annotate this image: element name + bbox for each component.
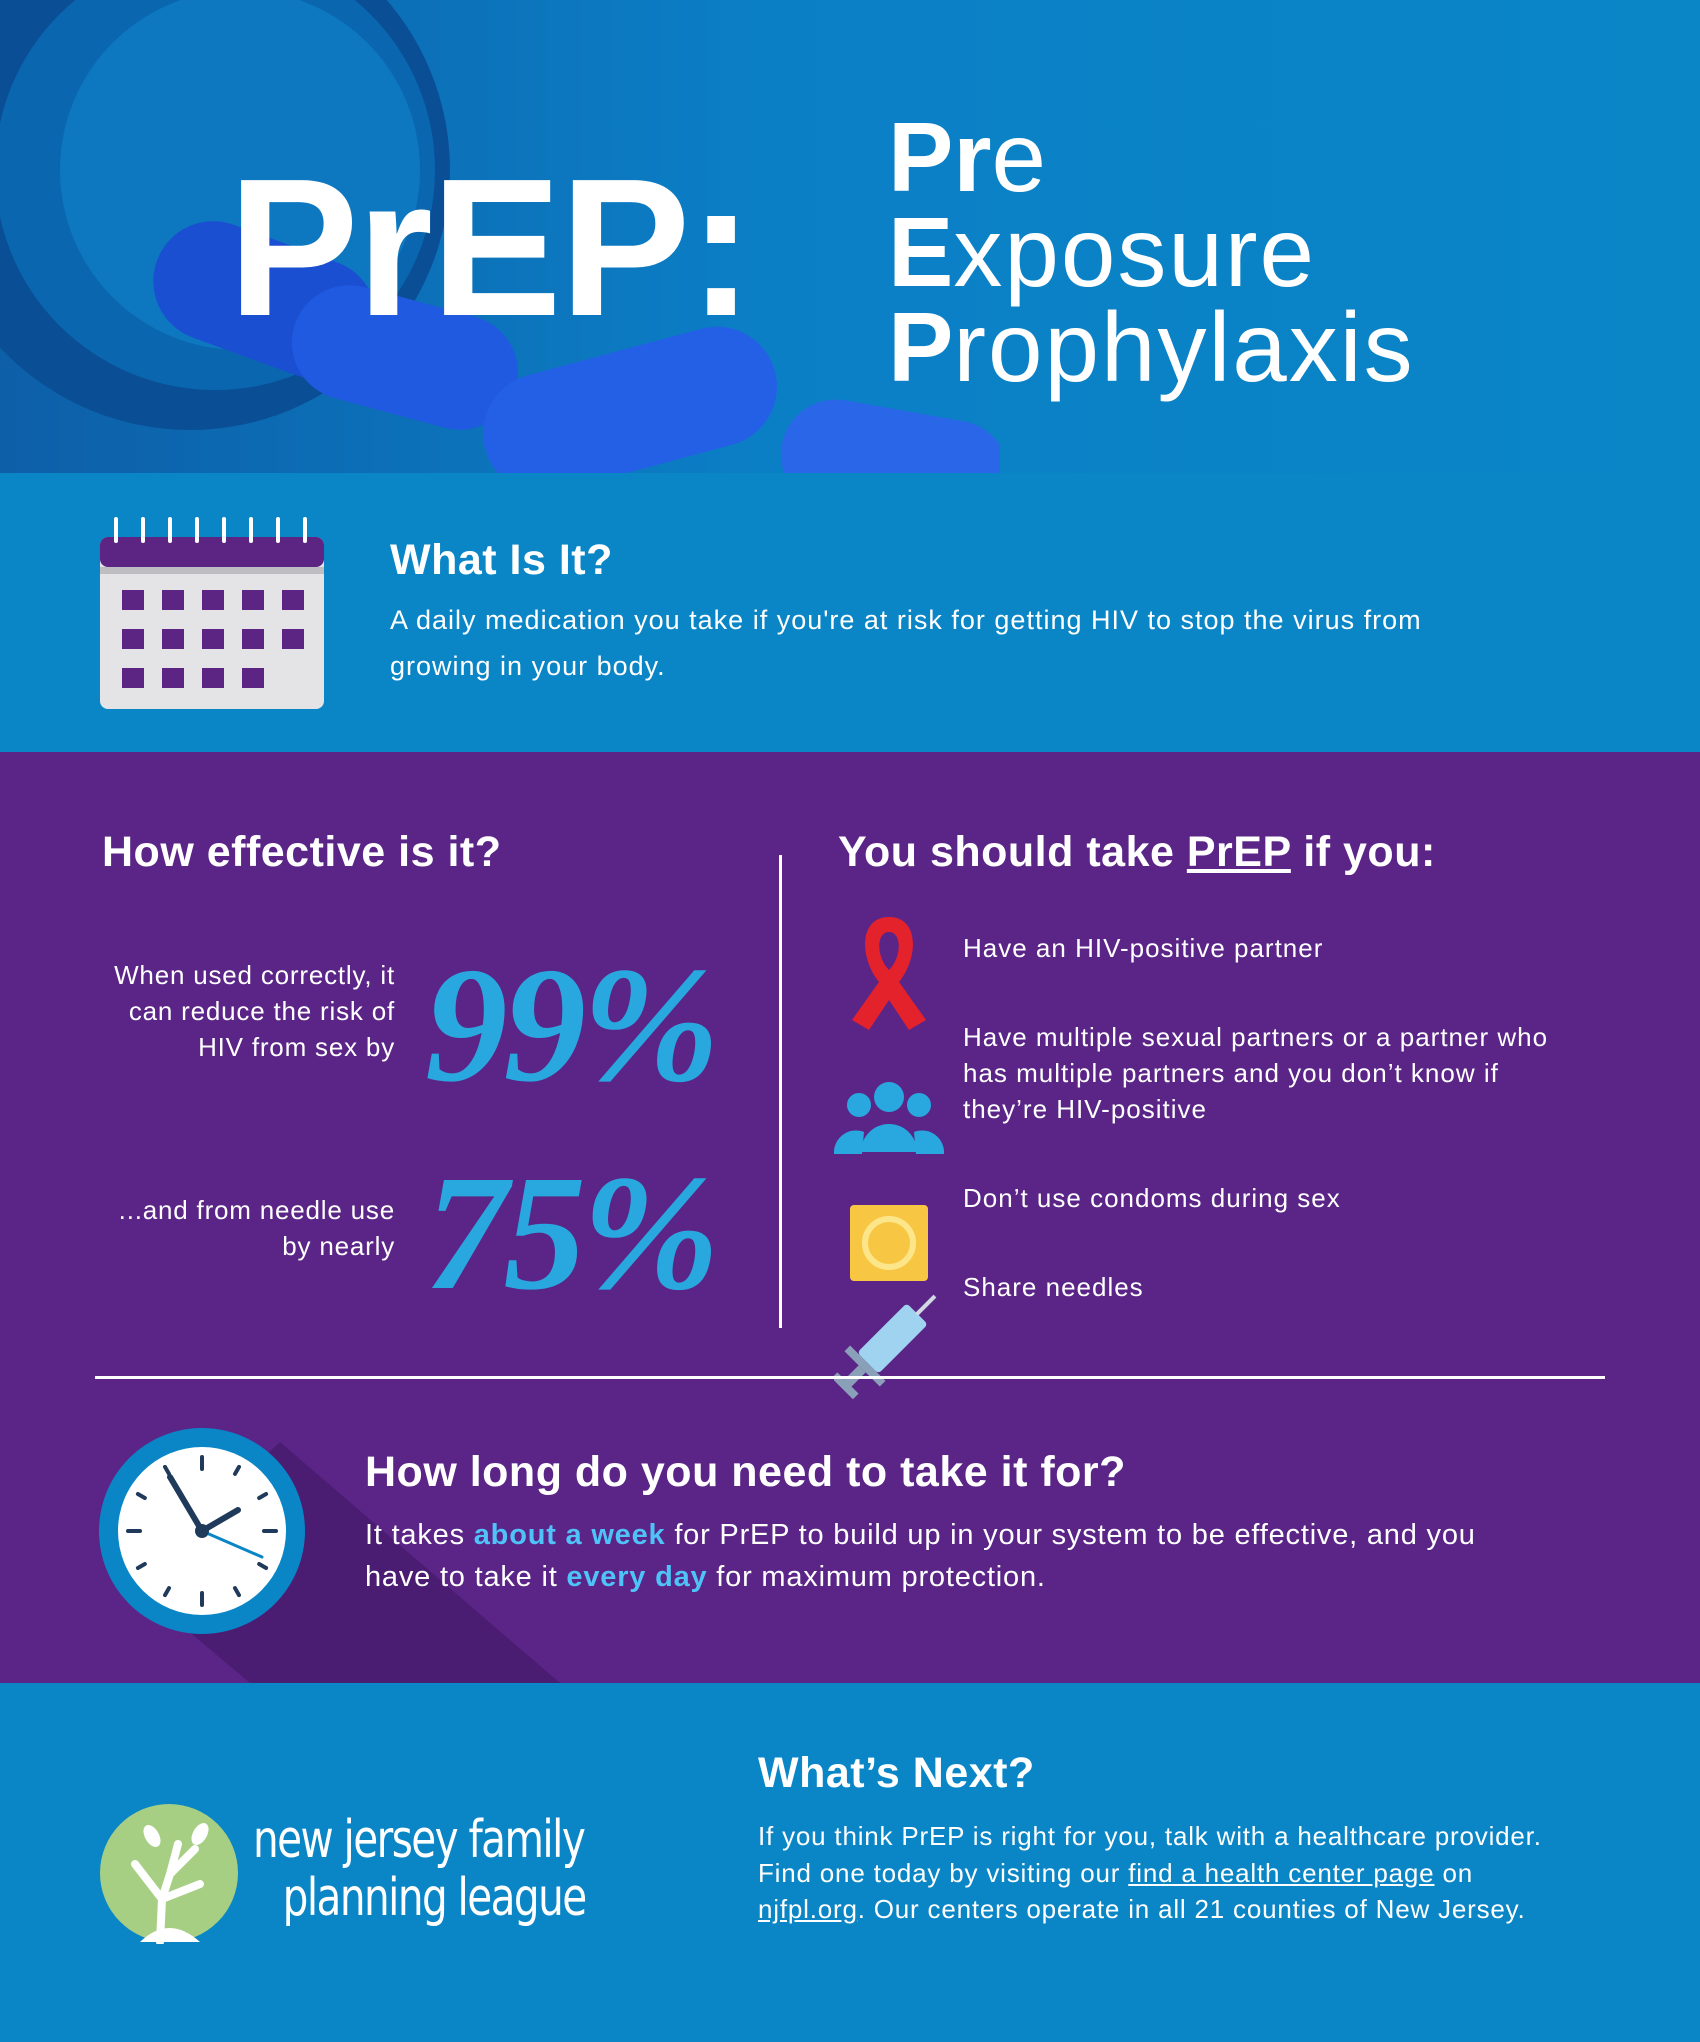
acronym-word: xposure <box>953 197 1317 307</box>
calendar-day <box>162 668 184 688</box>
people-icon <box>834 1082 944 1154</box>
stat-value: 99% <box>425 933 719 1116</box>
criteria-item: Have multiple sexual partners or a partn… <box>963 1022 1549 1124</box>
criteria-item: Share needles <box>963 1272 1144 1302</box>
clock-tick <box>257 1562 269 1570</box>
clock-icon <box>99 1428 560 1683</box>
what-is-it-section: What Is It? A daily medication you take … <box>0 473 1700 752</box>
logo-mark <box>100 1804 238 1944</box>
pill-illustration <box>0 0 1000 473</box>
condom-icon <box>850 1205 928 1281</box>
calendar-icon <box>100 517 324 709</box>
calendar-ring <box>276 517 280 543</box>
logo-line: planning league <box>282 1868 588 1928</box>
link[interactable]: find a health center page <box>1128 1857 1435 1888</box>
pill <box>780 399 1000 473</box>
heading-part: You should take <box>838 828 1187 876</box>
text-part: for PrEP to build up in your system to b… <box>365 1519 1476 1593</box>
calendar-ring <box>222 517 226 543</box>
description: It takes about a week for PrEP to build … <box>365 1514 1515 1598</box>
calendar-day <box>122 668 144 688</box>
calendar-ring <box>249 517 253 543</box>
heading-part: PrEP <box>1186 828 1291 876</box>
calendar-ring <box>114 517 118 543</box>
separator <box>95 1376 1605 1379</box>
calendar-ring <box>168 517 172 543</box>
description: If you think PrEP is right for you, talk… <box>758 1818 1558 1928</box>
calendar-ring <box>141 517 145 543</box>
pill <box>291 285 518 430</box>
description: A daily medication you take if you're at… <box>390 605 1422 681</box>
text-part: It takes <box>365 1519 474 1551</box>
acronym-letter: E <box>888 197 954 307</box>
divider <box>779 855 782 1328</box>
criteria-item: Have an HIV-positive partner <box>963 933 1324 963</box>
link[interactable]: njfpl.org <box>758 1894 858 1924</box>
acronym-line: Pre <box>888 108 1415 206</box>
clock-tick <box>257 1492 269 1500</box>
syringe-icon <box>834 1294 937 1400</box>
acronym-letter: P <box>888 292 954 402</box>
stat-value: 75% <box>425 1141 719 1324</box>
emphasis: every day <box>566 1561 708 1593</box>
ribbon-icon <box>852 917 926 1030</box>
criteria-item: Don’t use condoms during sex <box>963 1183 1341 1213</box>
emphasis: about a week <box>473 1519 666 1551</box>
acronym-word: e <box>991 102 1049 212</box>
clock-tick <box>233 1586 241 1598</box>
text-part: . Our centers operate in all 21 counties… <box>857 1894 1526 1924</box>
clock-tick <box>233 1464 241 1476</box>
calendar-day <box>162 629 184 649</box>
calendar-day <box>202 629 224 649</box>
purple-section: How effective is it? When used correctly… <box>0 752 1700 1683</box>
heading: What’s Next? <box>758 1749 1035 1797</box>
text-part: If you think PrEP is right for you, talk… <box>758 1821 1542 1888</box>
calendar-ring <box>303 517 307 543</box>
calendar-day <box>282 590 304 610</box>
acronym-line: Prophylaxis <box>888 298 1415 396</box>
acronym-line: Exposure <box>888 203 1415 301</box>
calendar-day <box>202 668 224 688</box>
heading: How long do you need to take it for? <box>365 1448 1126 1496</box>
calendar-day <box>202 590 224 610</box>
calendar-day <box>242 629 264 649</box>
acronym-word: rophylaxis <box>953 292 1415 402</box>
calendar-day <box>162 590 184 610</box>
clock-tick <box>163 1464 171 1476</box>
footer-section: new jersey family planning league What’s… <box>0 1683 1700 2042</box>
acronym-letter: Pr <box>888 102 992 212</box>
calendar-day <box>122 629 144 649</box>
calendar-day <box>282 629 304 649</box>
calendar-day <box>242 668 264 688</box>
logo-text: new jersey family planning league <box>253 1810 588 1928</box>
text-part: on <box>1434 1857 1473 1888</box>
pill <box>483 326 777 473</box>
heading-part: if you: <box>1290 828 1436 876</box>
title: PrEP: <box>228 138 754 357</box>
clock-tick <box>163 1586 171 1598</box>
clock-tick <box>135 1492 147 1500</box>
calendar-day <box>242 590 264 610</box>
stat-label: ...and from needle use by nearly <box>118 1195 395 1261</box>
acronym: Pre Exposure Prophylaxis <box>888 108 1415 396</box>
clock-tick <box>135 1562 147 1570</box>
heading: You should take PrEP if you: <box>838 828 1436 877</box>
text-part: for maximum protection. <box>707 1561 1046 1593</box>
criteria-icons <box>834 917 944 1400</box>
heading: How effective is it? <box>102 828 502 876</box>
header: PrEP: Pre Exposure Prophylaxis <box>0 0 1700 473</box>
calendar-ring <box>195 517 199 543</box>
heading: What Is It? <box>390 536 613 584</box>
stat-label: When used correctly, it can reduce the r… <box>114 960 395 1062</box>
logo-line: new jersey family <box>253 1810 586 1870</box>
calendar-day <box>122 590 144 610</box>
